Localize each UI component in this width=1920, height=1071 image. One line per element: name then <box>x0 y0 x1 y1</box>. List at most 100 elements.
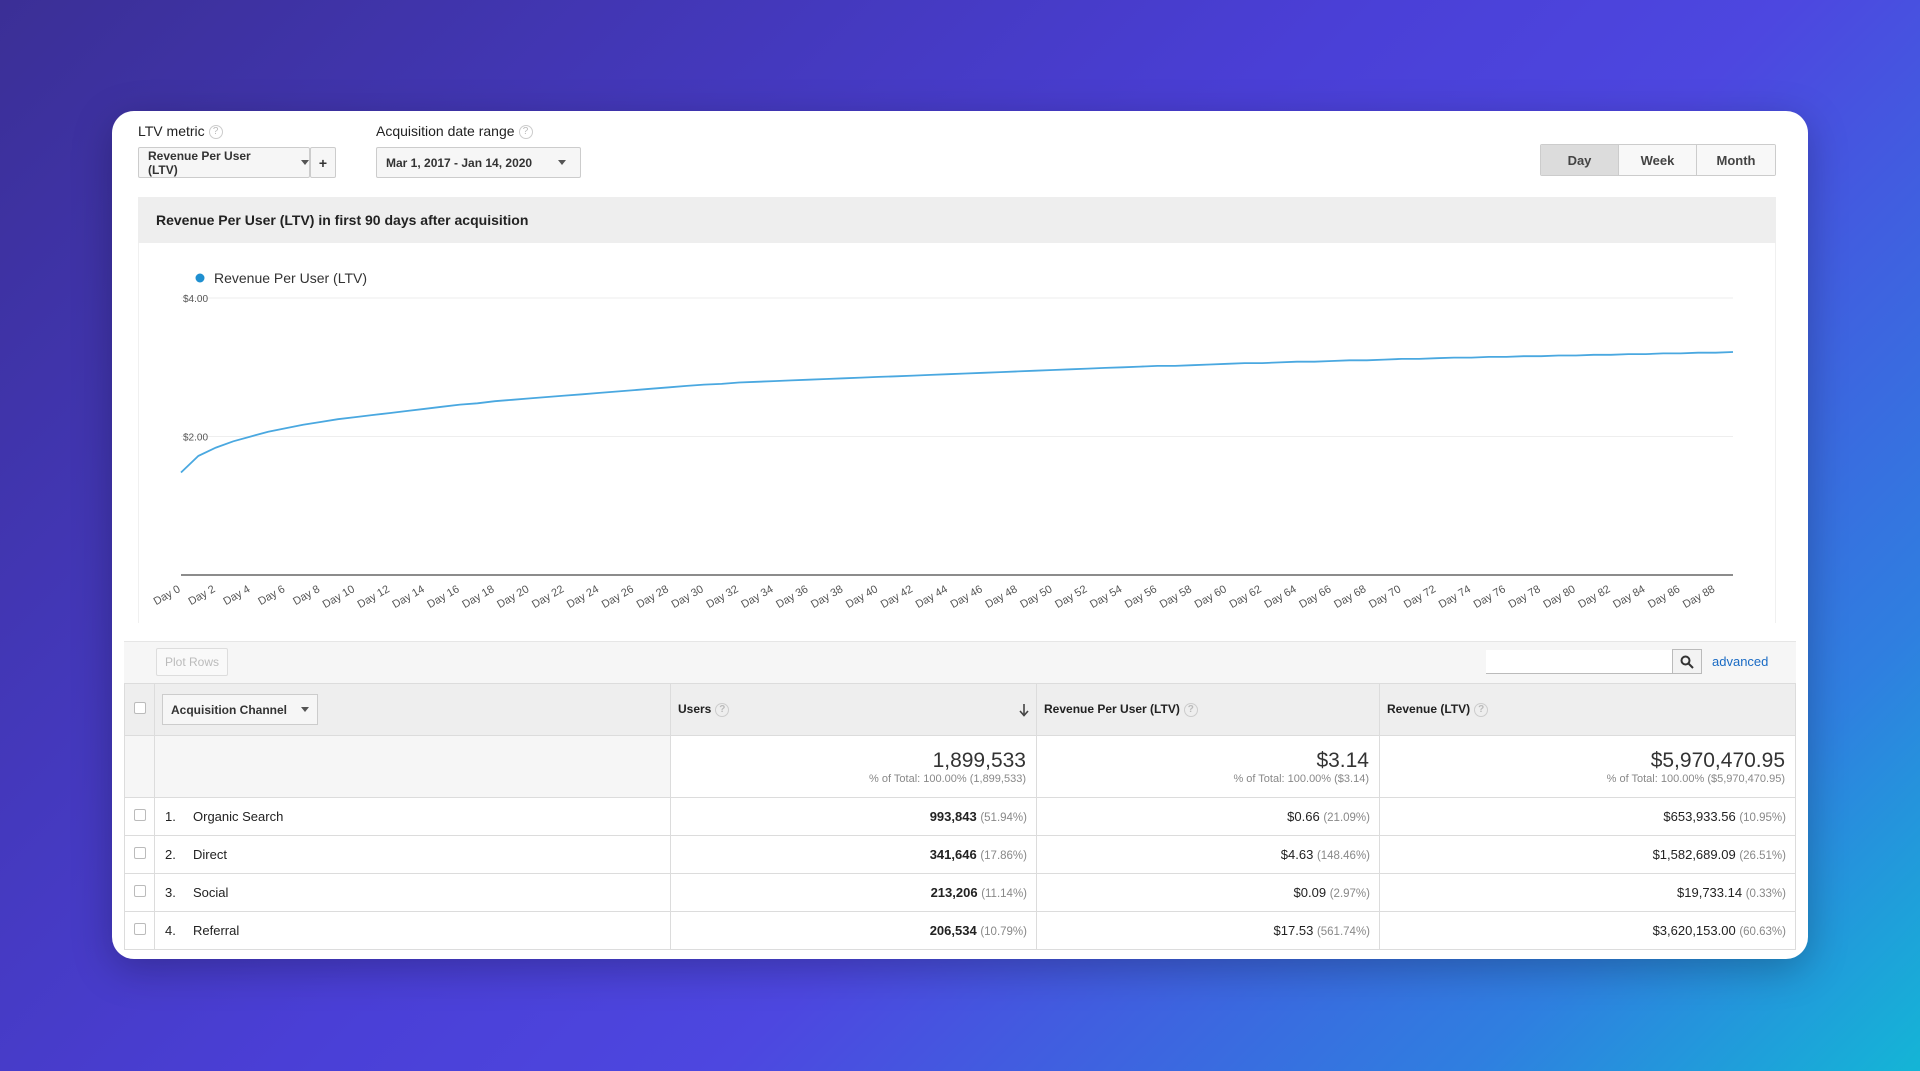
granularity-toggle: Day Week Month <box>1540 144 1776 176</box>
x-tick-label: Day 68 <box>1332 583 1368 611</box>
x-tick-label: Day 62 <box>1227 583 1263 611</box>
users-cell: 341,646 (17.86%) <box>670 835 1037 874</box>
x-tick-label: Day 80 <box>1541 583 1577 611</box>
row-checkbox-cell <box>124 835 155 874</box>
channel-link[interactable]: Organic Search <box>193 809 284 824</box>
total-rpu: $3.14 <box>1316 748 1369 772</box>
row-checkbox[interactable] <box>133 809 146 821</box>
x-tick-label: Day 10 <box>321 583 357 611</box>
x-tick-label: Day 52 <box>1053 583 1089 611</box>
help-icon[interactable]: ? <box>208 125 223 140</box>
rpu-cell: $0.09 (2.97%) <box>1036 873 1380 912</box>
users-cell: 213,206 (11.14%) <box>670 873 1037 912</box>
channel-link[interactable]: Social <box>193 885 229 900</box>
row-checkbox[interactable] <box>133 885 146 897</box>
x-tick-label: Day 20 <box>495 583 531 611</box>
help-icon[interactable]: ? <box>1183 702 1198 717</box>
row-checkbox[interactable] <box>133 923 146 935</box>
x-tick-label: Day 58 <box>1158 583 1194 611</box>
x-tick-label: Day 84 <box>1611 583 1647 611</box>
x-tick-label: Day 46 <box>948 583 984 611</box>
row-checkbox[interactable] <box>133 847 146 859</box>
x-tick-label: Day 26 <box>600 583 636 611</box>
total-users: 1,899,533 <box>932 748 1026 772</box>
table-row: 3. Social 213,206 (11.14%) $0.09 (2.97%) … <box>124 873 1796 912</box>
x-tick-label: Day 30 <box>669 583 705 611</box>
row-checkbox-cell <box>124 797 155 836</box>
week-button[interactable]: Week <box>1619 145 1697 175</box>
x-tick-label: Day 76 <box>1472 583 1508 611</box>
x-tick-label: Day 34 <box>739 583 775 611</box>
x-tick-label: Day 60 <box>1193 583 1229 611</box>
table-search-input[interactable] <box>1486 650 1672 674</box>
revenue-cell: $19,733.14 (0.33%) <box>1379 873 1796 912</box>
rpu-header[interactable]: Revenue Per User (LTV)? <box>1036 683 1380 736</box>
x-tick-label: Day 40 <box>844 583 880 611</box>
total-revenue: $5,970,470.95 <box>1650 748 1785 772</box>
totals-row: 1,899,533 % of Total: 100.00% (1,899,533… <box>124 735 1796 798</box>
chevron-down-icon <box>301 707 310 712</box>
x-tick-label: Day 64 <box>1262 583 1298 611</box>
rpu-cell: $4.63 (148.46%) <box>1036 835 1380 874</box>
day-button[interactable]: Day <box>1541 145 1619 175</box>
table-header-row: Acquisition Channel Users? Revenue Per U… <box>124 683 1796 736</box>
row-checkbox-cell <box>124 911 155 950</box>
x-tick-label: Day 32 <box>704 583 740 611</box>
x-tick-label: Day 2 <box>186 583 217 608</box>
dimension-dropdown[interactable]: Acquisition Channel <box>162 694 319 725</box>
date-range-label: Acquisition date range? <box>376 123 533 140</box>
ltv-report-card: LTV metric? Revenue Per User (LTV) + Acq… <box>112 111 1808 959</box>
sort-desc-icon[interactable] <box>1018 703 1030 717</box>
x-tick-label: Day 12 <box>356 583 392 611</box>
x-tick-label: Day 14 <box>390 583 426 611</box>
table-row: 1. Organic Search 993,843 (51.94%) $0.66 … <box>124 797 1796 836</box>
help-icon[interactable]: ? <box>518 125 533 140</box>
revenue-cell: $3,620,153.00 (60.63%) <box>1379 911 1796 950</box>
x-tick-label: Day 36 <box>774 583 810 611</box>
add-metric-button[interactable]: + <box>310 147 336 178</box>
x-tick-label: Day 42 <box>879 583 915 611</box>
ltv-metric-label: LTV metric? <box>138 123 223 140</box>
totals-users-cell: 1,899,533 % of Total: 100.00% (1,899,533… <box>670 735 1037 798</box>
revenue-cell: $1,582,689.09 (26.51%) <box>1379 835 1796 874</box>
channel-link[interactable]: Referral <box>193 923 240 938</box>
x-tick-label: Day 72 <box>1402 583 1438 611</box>
help-icon[interactable]: ? <box>715 702 730 717</box>
revenue-cell: $653,933.56 (10.95%) <box>1379 797 1796 836</box>
x-tick-label: Day 74 <box>1437 583 1473 611</box>
x-tick-label: Day 16 <box>425 583 461 611</box>
select-all-checkbox[interactable] <box>133 702 146 714</box>
x-tick-label: Day 54 <box>1088 583 1124 611</box>
channel-cell: 1. Organic Search <box>154 797 671 836</box>
x-tick-label: Day 88 <box>1681 583 1717 611</box>
x-tick-label: Day 66 <box>1297 583 1333 611</box>
users-cell: 206,534 (10.79%) <box>670 911 1037 950</box>
users-header[interactable]: Users? <box>670 683 1037 736</box>
advanced-link[interactable]: advanced <box>1712 654 1769 669</box>
date-range-picker[interactable]: Mar 1, 2017 - Jan 14, 2020 <box>376 147 581 178</box>
x-tick-label: Day 0 <box>152 583 183 608</box>
revenue-header[interactable]: Revenue (LTV)? <box>1379 683 1796 736</box>
rpu-cell: $0.66 (21.09%) <box>1036 797 1380 836</box>
x-tick-label: Day 6 <box>256 583 287 608</box>
help-icon[interactable]: ? <box>1474 702 1489 717</box>
series-line <box>180 351 1734 474</box>
row-checkbox-cell <box>124 873 155 912</box>
x-tick-label: Day 56 <box>1123 583 1159 611</box>
plot-rows-button[interactable]: Plot Rows <box>156 648 229 676</box>
legend-label[interactable]: Revenue Per User (LTV) <box>214 270 367 286</box>
table-toolbar: Plot Rows advanced <box>124 641 1796 683</box>
x-tick-label: Day 82 <box>1576 583 1612 611</box>
x-tick-label: Day 4 <box>221 583 252 608</box>
x-tick-label: Day 22 <box>530 583 566 611</box>
x-tick-label: Day 24 <box>565 583 601 611</box>
x-tick-label: Day 78 <box>1506 583 1542 611</box>
ltv-metric-dropdown[interactable]: Revenue Per User (LTV) <box>138 147 310 178</box>
channel-link[interactable]: Direct <box>193 847 227 862</box>
dimension-header: Acquisition Channel <box>154 683 671 736</box>
totals-empty-cell <box>124 735 155 798</box>
x-tick-label: Day 50 <box>1018 583 1054 611</box>
search-button[interactable] <box>1672 649 1702 674</box>
month-button[interactable]: Month <box>1697 145 1775 175</box>
